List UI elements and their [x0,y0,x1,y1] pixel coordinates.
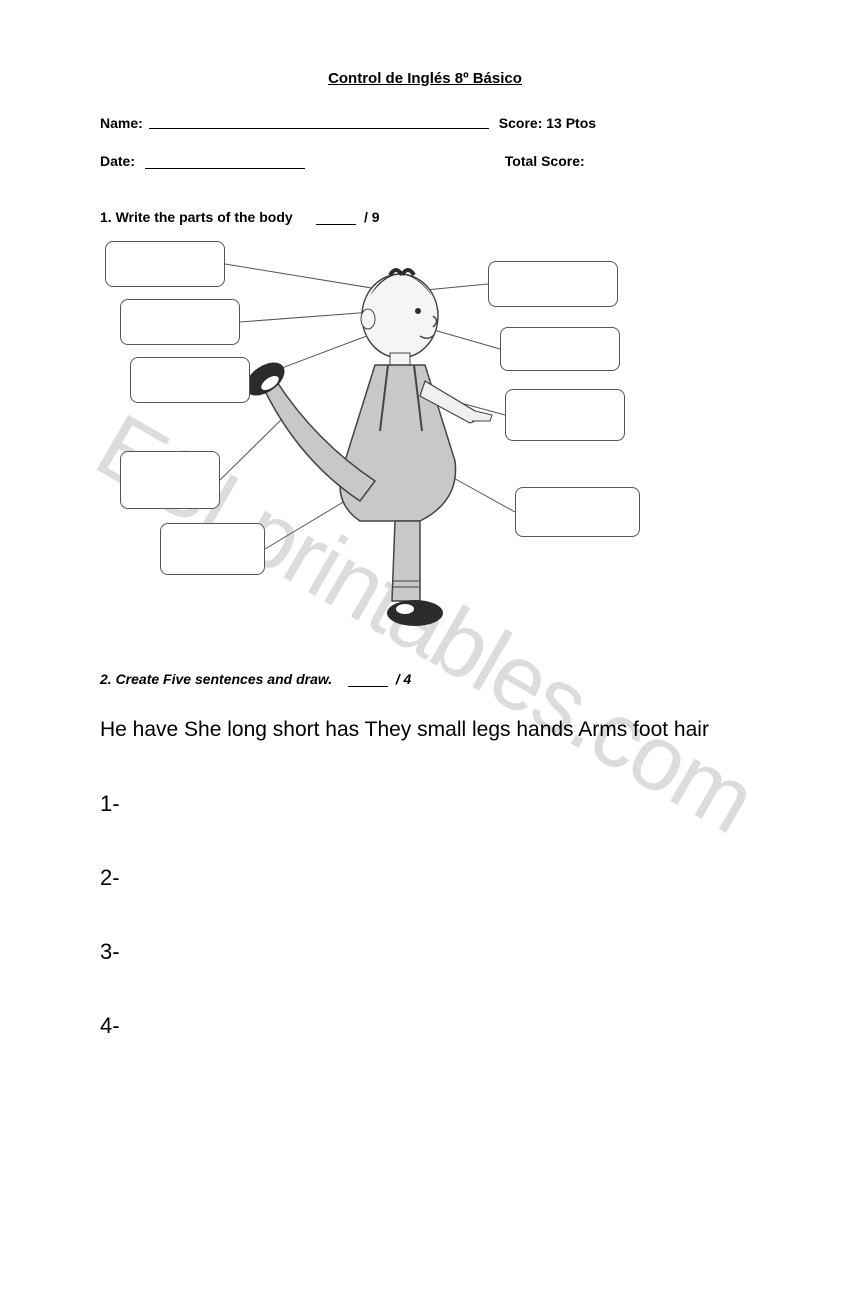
name-row: Name: Score: 13 Ptos [100,115,750,131]
label-box-2[interactable] [120,299,240,345]
q1-score-line[interactable] [316,211,356,225]
date-input-line[interactable] [145,155,305,169]
date-label: Date: [100,153,135,169]
page-title: Control de Inglés 8º Básico [100,70,750,87]
label-box-4[interactable] [120,451,220,509]
body-diagram [100,231,740,651]
q1-prompt: 1. Write the parts of the body [100,209,293,225]
label-box-3[interactable] [130,357,250,403]
q2-score-line[interactable] [348,673,388,687]
worksheet-page: Control de Inglés 8º Básico Name: Score:… [0,0,850,1127]
q2-points: / 4 [396,671,412,687]
question-1: 1. Write the parts of the body / 9 [100,209,750,225]
sentence-3[interactable]: 3- [100,939,750,965]
label-box-6[interactable] [488,261,618,307]
sentence-1[interactable]: 1- [100,791,750,817]
total-score-label: Total Score: [505,153,585,169]
name-label: Name: [100,115,143,131]
sentence-lines: 1- 2- 3- 4- [100,791,750,1039]
label-box-8[interactable] [505,389,625,441]
question-2: 2. Create Five sentences and draw. / 4 [100,671,750,687]
child-figure [240,270,492,626]
sentence-2[interactable]: 2- [100,865,750,891]
label-box-9[interactable] [515,487,640,537]
diagram-svg [100,231,740,651]
label-box-5[interactable] [160,523,265,575]
name-input-line[interactable] [149,115,489,129]
q2-prompt: 2. Create Five sentences and draw. [100,671,332,687]
score-label: Score: 13 Ptos [499,115,596,131]
q1-points: / 9 [364,209,380,225]
word-bank: He have She long short has They small le… [100,715,750,745]
date-row: Date: Total Score: [100,153,750,169]
label-box-1[interactable] [105,241,225,287]
sentence-4[interactable]: 4- [100,1013,750,1039]
label-box-7[interactable] [500,327,620,371]
